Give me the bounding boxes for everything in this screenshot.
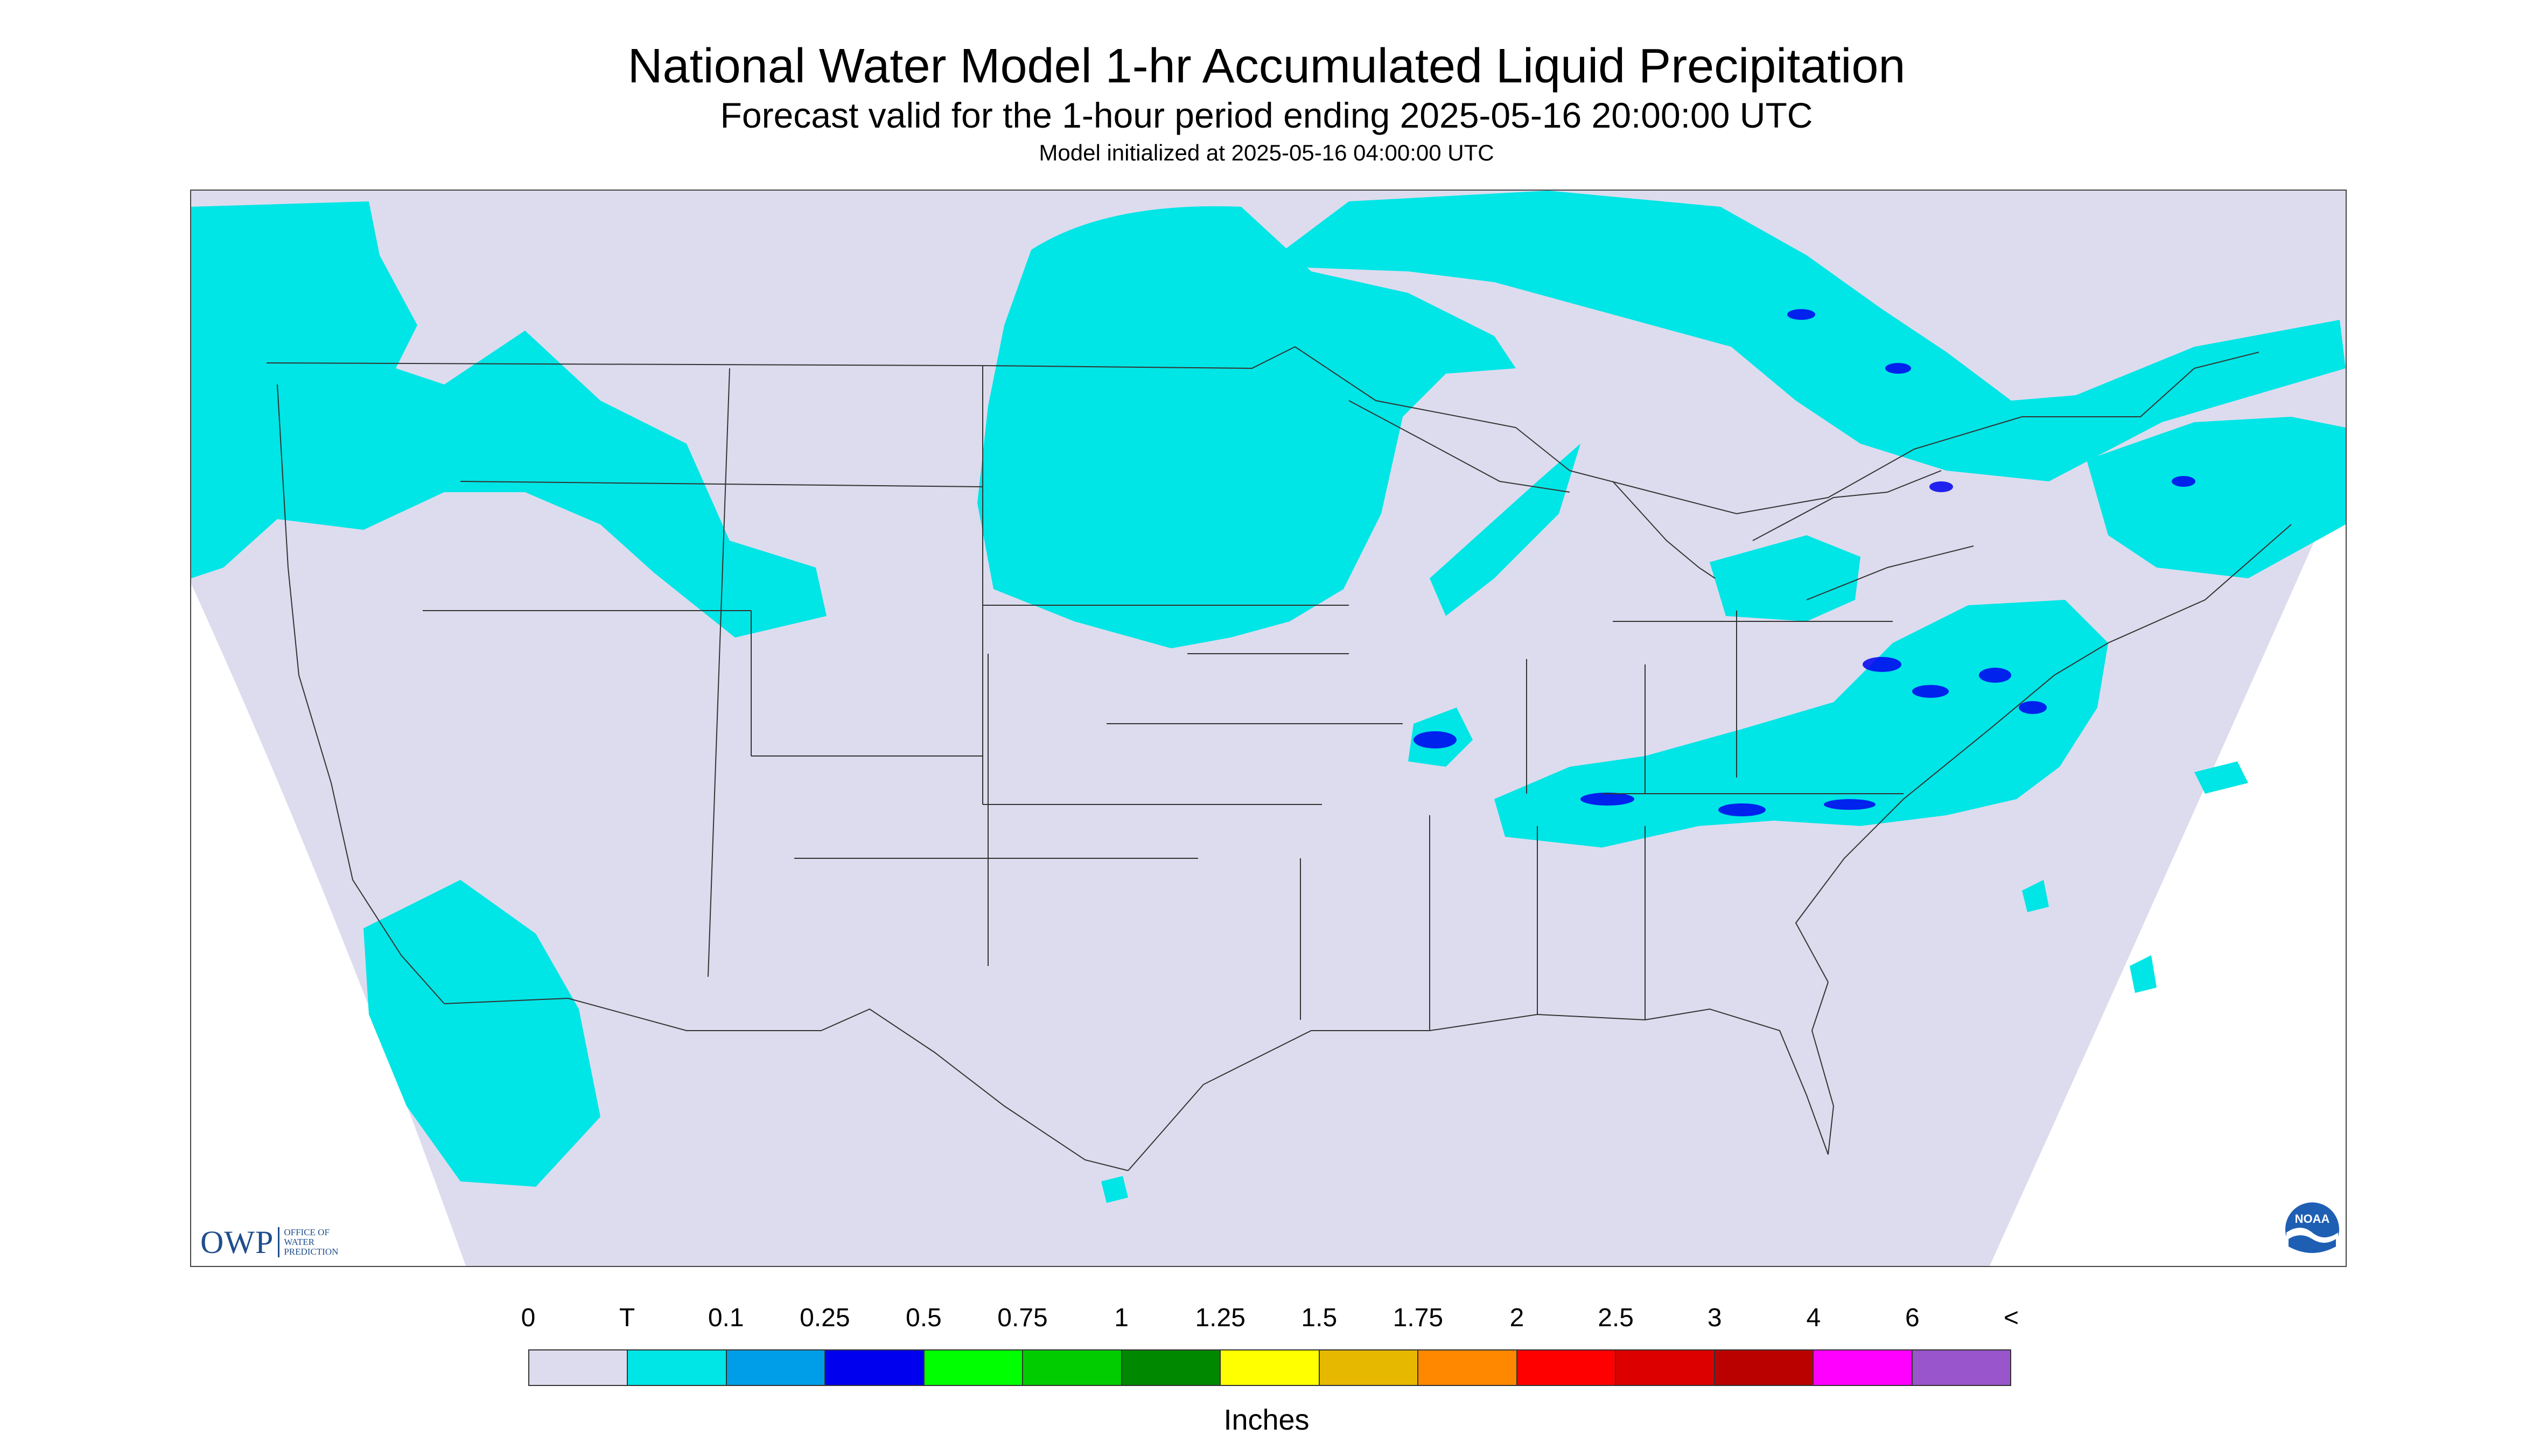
precipitation-areas	[191, 191, 2346, 1203]
legend-swatch	[1122, 1350, 1221, 1385]
legend-tick-label: 1.75	[1393, 1304, 1444, 1332]
atlantic-coast	[1795, 524, 2292, 983]
precip-cell	[1912, 685, 1949, 698]
legend-tick-label: 0.75	[997, 1304, 1048, 1332]
legend-swatch	[1517, 1350, 1617, 1385]
precip-area-upper-midwest	[977, 206, 1516, 648]
legend-swatch	[1418, 1350, 1517, 1385]
legend-swatch	[1715, 1350, 1814, 1385]
legend-tick-label: T	[619, 1304, 635, 1332]
gulf-coast	[1128, 982, 1835, 1171]
legend-swatch	[1221, 1350, 1320, 1385]
map-subtitle: Forecast valid for the 1-hour period end…	[720, 95, 1813, 135]
legend-tick-label: 1.5	[1301, 1304, 1338, 1332]
legend-tick-label: 2.5	[1598, 1304, 1634, 1332]
legend-tick-label: 0.5	[906, 1304, 942, 1332]
precip-area-mid-atlantic	[1494, 600, 2108, 848]
precip-cell	[1979, 668, 2011, 683]
precip-area-northeast	[2087, 417, 2346, 578]
great-lakes-outline	[1348, 400, 1974, 600]
precip-area-lake-michigan-band	[1430, 444, 1580, 616]
state-boundaries	[266, 346, 2292, 1171]
precipitation-map	[190, 190, 2347, 1267]
precip-cell	[2172, 476, 2195, 487]
legend-swatch	[1616, 1350, 1715, 1385]
precip-cell	[2019, 701, 2047, 714]
precip-legend-bar	[528, 1349, 2011, 1386]
legend-units-label: Inches	[1223, 1404, 1310, 1436]
precip-cell	[1929, 481, 1953, 492]
noaa-seal-icon: NOAA	[2285, 1202, 2339, 1257]
legend-tick-label: 1	[1114, 1304, 1129, 1332]
model-domain	[191, 191, 2346, 1266]
precip-cell	[1414, 731, 1457, 748]
state-lines	[423, 366, 1904, 1031]
precip-area-great-lakes-south	[1710, 535, 1860, 621]
precip-area-mexico-cell	[1101, 1176, 1128, 1203]
legend-tick-label: 0	[521, 1304, 536, 1332]
legend-swatch	[825, 1350, 925, 1385]
legend-tick-label: 0.25	[800, 1304, 850, 1332]
legend-swatch	[1912, 1350, 2011, 1385]
legend-swatch	[1023, 1350, 1122, 1385]
owp-logo-text: OFFICE OF WATER PREDICTION	[284, 1228, 338, 1257]
model-init-text: Model initialized at 2025-05-16 04:00:00…	[1039, 140, 1494, 165]
legend-tick-label: 1.25	[1195, 1304, 1245, 1332]
legend-tick-label: 4	[1806, 1304, 1821, 1332]
pacific-coast	[277, 384, 445, 1004]
precip-cell	[1863, 657, 1901, 672]
legend-tick-label: 3	[1707, 1304, 1722, 1332]
precip-area-pacific-northwest	[191, 201, 827, 638]
precip-cell	[1824, 799, 1876, 810]
owp-logo: OWP OFFICE OF WATER PREDICTION	[200, 1223, 338, 1261]
legend-swatch	[1814, 1350, 1913, 1385]
mexico-border	[444, 997, 1129, 1171]
owp-logo-line: OFFICE OF	[284, 1227, 330, 1237]
precip-cell	[1718, 803, 1766, 816]
legend-swatch	[726, 1350, 826, 1385]
map-canvas	[191, 191, 2346, 1266]
precip-cell	[1885, 363, 1911, 374]
legend-tick-label: 6	[1905, 1304, 1920, 1332]
owp-logo-line: PREDICTION	[284, 1247, 339, 1257]
precip-cell	[1787, 309, 1815, 320]
noaa-logo-text: NOAA	[2295, 1212, 2330, 1226]
owp-logo-line: WATER	[284, 1237, 315, 1247]
moderate-precip-cells	[1414, 309, 2195, 816]
us-canada-border	[266, 346, 2259, 515]
map-title: National Water Model 1-hr Accumulated Li…	[627, 39, 1906, 93]
precip-area-southeast-showers	[2022, 761, 2248, 993]
owp-logo-letters: OWP	[200, 1224, 274, 1260]
legend-swatch	[529, 1350, 628, 1385]
precip-area-ontario-band	[1263, 191, 2346, 481]
precip-cell	[1580, 793, 1634, 806]
precip-area-southwest-coast	[363, 880, 600, 1187]
legend-tick-label: <	[2003, 1304, 2019, 1332]
legend-swatch	[1319, 1350, 1419, 1385]
owp-logo-divider	[278, 1227, 280, 1257]
legend-swatch	[628, 1350, 727, 1385]
legend-swatch	[924, 1350, 1024, 1385]
legend-tick-label: 0.1	[708, 1304, 744, 1332]
legend-tick-label: 2	[1509, 1304, 1524, 1332]
